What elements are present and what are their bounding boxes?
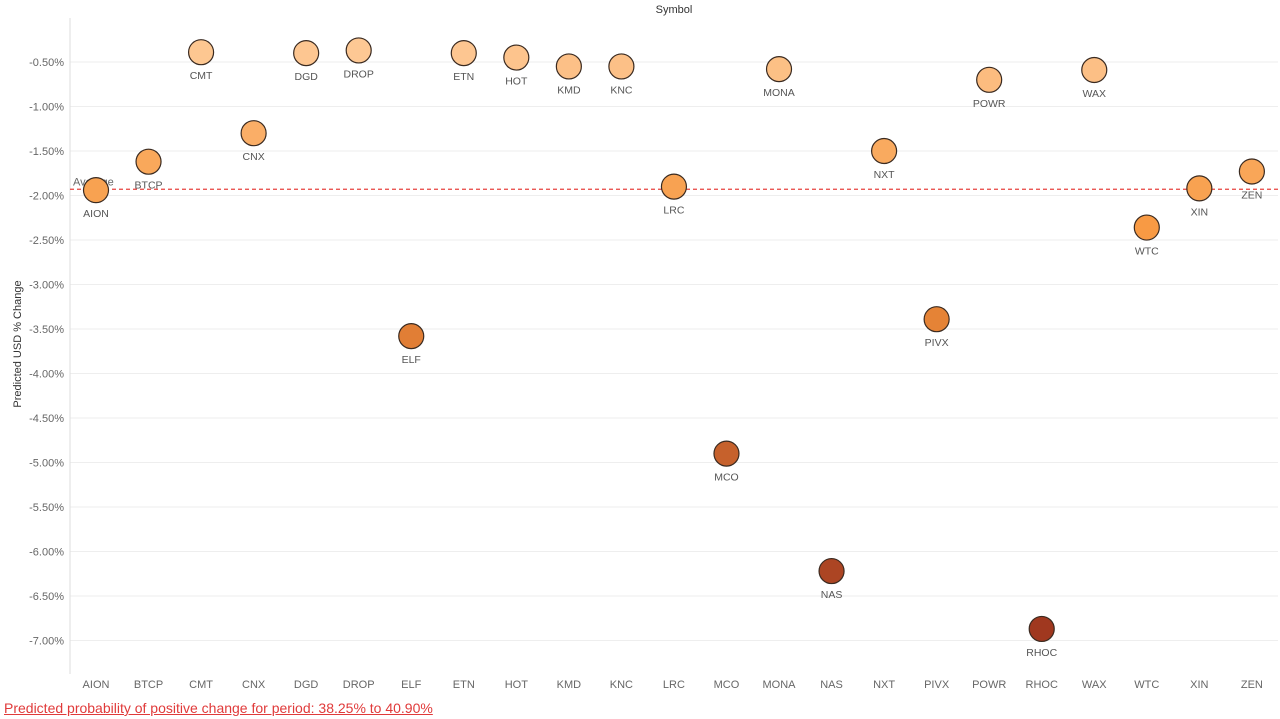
data-point [135, 148, 162, 175]
data-point [555, 53, 582, 80]
point-label: PIVX [925, 337, 949, 349]
data-point [503, 44, 530, 71]
point-label: MONA [763, 87, 795, 99]
y-axis-title: Predicted USD % Change [12, 280, 24, 407]
y-axis-ticks: -0.50% -1.00% -1.50% -2.00% -2.50% -3.00% -3.5… [29, 57, 64, 648]
data-point [1081, 56, 1108, 84]
x-tick-label: XIN [1190, 679, 1208, 691]
x-tick-label: KNC [610, 679, 633, 691]
data-point [1186, 175, 1213, 202]
point-label: KNC [610, 84, 633, 96]
point-label: POWR [973, 98, 1006, 110]
point-label: XIN [1191, 206, 1209, 218]
data-point [976, 66, 1003, 93]
y-tick-label: -5.50% [29, 502, 64, 514]
data-point [923, 306, 950, 333]
x-tick-label: WAX [1082, 679, 1107, 691]
x-tick-label: ETN [453, 679, 475, 691]
point-label: KMD [557, 84, 581, 96]
y-tick-label: -3.00% [29, 280, 64, 292]
y-tick-label: -2.50% [29, 235, 64, 247]
x-tick-label: ZEN [1241, 679, 1263, 691]
point-label: NAS [821, 589, 843, 601]
data-point [240, 120, 267, 147]
x-tick-label: RHOC [1026, 679, 1058, 691]
point-label: NXT [874, 169, 896, 181]
data-point [818, 557, 845, 585]
y-tick-label: -1.50% [29, 146, 64, 158]
x-tick-label: WTC [1134, 679, 1159, 691]
point-label: LRC [663, 205, 684, 217]
x-tick-label: NAS [820, 679, 843, 691]
point-label: HOT [505, 76, 528, 88]
x-tick-label: LRC [663, 679, 685, 691]
x-tick-label: KMD [557, 679, 582, 691]
x-tick-label: ELF [401, 679, 421, 691]
point-label: DROP [344, 68, 374, 80]
point-label: ETN [453, 71, 474, 83]
data-point [1238, 158, 1265, 185]
x-tick-label: POWR [972, 679, 1006, 691]
data-point [450, 39, 477, 67]
data-point [1133, 214, 1160, 241]
data-point [608, 53, 635, 80]
point-label: BTCP [135, 180, 163, 192]
y-tick-label: -3.50% [29, 324, 64, 336]
data-point [398, 323, 425, 350]
probability-annotation-link[interactable]: Predicted probability of positive change… [4, 700, 433, 716]
gridlines [70, 61, 1278, 641]
x-tick-label: PIVX [924, 679, 950, 691]
y-tick-label: -2.00% [29, 191, 64, 203]
point-label: WTC [1135, 246, 1159, 258]
x-tick-label: BTCP [134, 679, 163, 691]
data-point [345, 37, 372, 64]
data-point [82, 177, 110, 204]
chart-title: Symbol [656, 4, 693, 16]
x-tick-label: AION [83, 679, 110, 691]
data-point [870, 137, 898, 165]
x-tick-label: DROP [343, 679, 375, 691]
y-tick-label: -5.00% [29, 458, 64, 470]
x-tick-label: DGD [294, 679, 319, 691]
x-tick-label: MONA [763, 679, 797, 691]
point-label: MCO [714, 472, 739, 484]
point-label: CMT [190, 70, 213, 82]
point-label: AION [83, 208, 109, 220]
point-label: ELF [402, 354, 421, 366]
point-label: ZEN [1241, 189, 1262, 201]
x-tick-label: HOT [505, 679, 529, 691]
point-label: WAX [1082, 88, 1106, 100]
point-label: DGD [294, 71, 318, 83]
data-point [765, 56, 793, 83]
point-label: RHOC [1026, 647, 1057, 659]
data-points: AION BTCP CMT CNX DGD DROP ELF ETN HOT KMD KNC LRC M… [82, 37, 1265, 659]
y-tick-label: -0.50% [29, 57, 64, 69]
data-point [293, 39, 320, 67]
y-tick-label: -1.00% [29, 102, 64, 114]
y-tick-label: -4.00% [29, 369, 64, 381]
x-tick-label: MCO [714, 679, 740, 691]
y-tick-label: -7.00% [29, 636, 64, 648]
x-tick-label: CNX [242, 679, 266, 691]
data-point [713, 440, 740, 467]
data-point [1028, 615, 1055, 643]
point-label: CNX [243, 151, 265, 163]
x-tick-label: CMT [189, 679, 213, 691]
data-point [187, 39, 215, 66]
data-point [660, 173, 688, 200]
y-tick-label: -6.00% [29, 547, 64, 559]
x-axis-ticks: AION BTCP CMT CNX DGD DROP ELF ETN HOT KMD KNC LRC M… [83, 679, 1263, 691]
y-tick-label: -6.50% [29, 591, 64, 603]
x-tick-label: NXT [873, 679, 895, 691]
y-tick-label: -4.50% [29, 413, 64, 425]
